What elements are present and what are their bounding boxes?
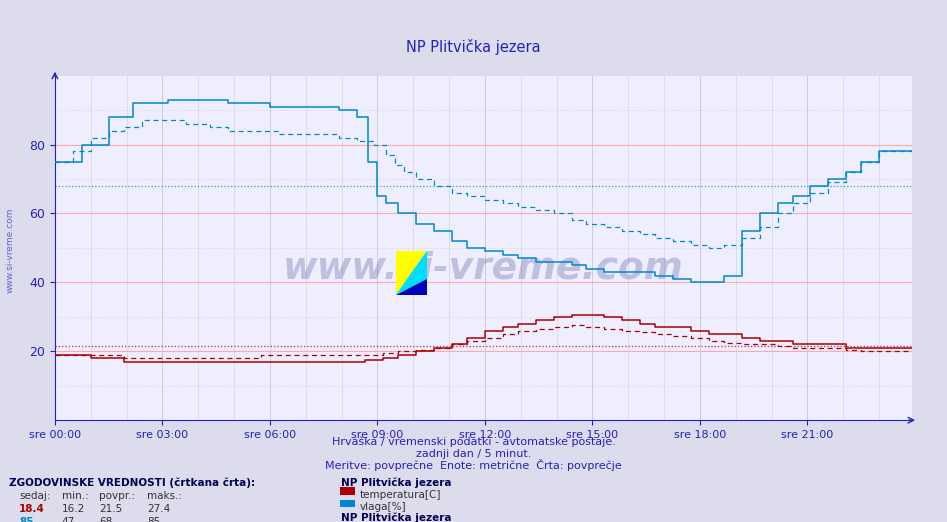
Polygon shape bbox=[396, 251, 427, 295]
Text: www.si-vreme.com: www.si-vreme.com bbox=[283, 251, 684, 287]
Text: povpr.:: povpr.: bbox=[99, 491, 135, 501]
Text: 85: 85 bbox=[147, 517, 160, 522]
Text: min.:: min.: bbox=[62, 491, 88, 501]
Text: 27.4: 27.4 bbox=[147, 504, 170, 514]
Text: 68: 68 bbox=[99, 517, 113, 522]
Text: 47: 47 bbox=[62, 517, 75, 522]
Text: sedaj:: sedaj: bbox=[19, 491, 50, 501]
Polygon shape bbox=[396, 279, 427, 295]
Text: 85: 85 bbox=[19, 517, 33, 522]
Text: www.si-vreme.com: www.si-vreme.com bbox=[6, 208, 15, 293]
Text: NP Plitvička jezera: NP Plitvička jezera bbox=[406, 39, 541, 55]
Text: ZGODOVINSKE VREDNOSTI (črtkana črta):: ZGODOVINSKE VREDNOSTI (črtkana črta): bbox=[9, 478, 256, 488]
Polygon shape bbox=[396, 251, 427, 295]
Text: vlaga[%]: vlaga[%] bbox=[360, 503, 406, 513]
Text: NP Plitvička jezera: NP Plitvička jezera bbox=[341, 513, 452, 522]
Text: Meritve: povprečne  Enote: metrične  Črta: povprečje: Meritve: povprečne Enote: metrične Črta:… bbox=[325, 459, 622, 471]
Text: maks.:: maks.: bbox=[147, 491, 182, 501]
Text: 21.5: 21.5 bbox=[99, 504, 123, 514]
Text: NP Plitvička jezera: NP Plitvička jezera bbox=[341, 478, 452, 488]
Text: zadnji dan / 5 minut.: zadnji dan / 5 minut. bbox=[416, 449, 531, 459]
Text: Hrvaška / vremenski podatki - avtomatske postaje.: Hrvaška / vremenski podatki - avtomatske… bbox=[331, 436, 616, 447]
Text: 16.2: 16.2 bbox=[62, 504, 85, 514]
Text: temperatura[C]: temperatura[C] bbox=[360, 490, 441, 500]
Text: 18.4: 18.4 bbox=[19, 504, 45, 514]
